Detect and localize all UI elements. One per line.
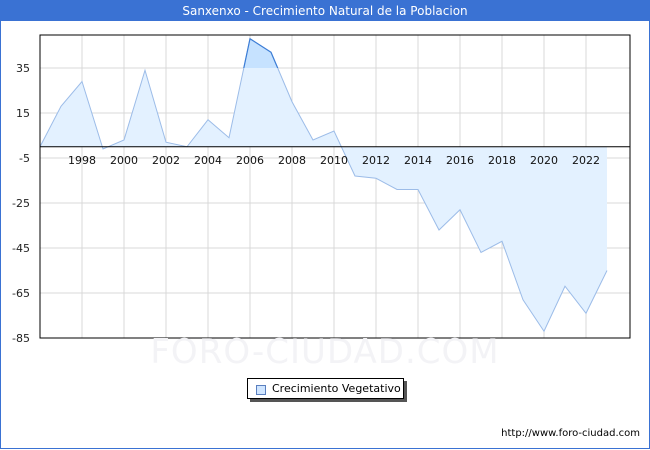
x-tick-label: 2012 — [362, 154, 390, 167]
legend-label: Crecimiento Vegetativo — [272, 382, 401, 395]
y-tick-label: -5 — [19, 152, 30, 165]
x-axis-labels: 1998 2000 2002 2004 2006 2008 2010 2012 2014 2016… — [68, 154, 600, 167]
x-tick-label: 1998 — [68, 154, 96, 167]
y-tick-label: 15 — [16, 107, 30, 120]
y-tick-label: -25 — [12, 197, 30, 210]
x-tick-label: 2018 — [488, 154, 516, 167]
legend: Crecimiento Vegetativo — [247, 378, 404, 399]
source-link[interactable]: http://www.foro-ciudad.com — [501, 428, 640, 439]
watermark: FORO-CIUDAD.COM — [150, 332, 500, 372]
x-tick-label: 2016 — [446, 154, 474, 167]
y-tick-label: -45 — [12, 242, 30, 255]
x-tick-label: 2008 — [278, 154, 306, 167]
x-tick-label: 2014 — [404, 154, 432, 167]
legend-swatch-icon — [256, 385, 266, 395]
y-tick-label: 35 — [16, 62, 30, 75]
x-tick-label: 2004 — [194, 154, 222, 167]
x-tick-label: 2006 — [236, 154, 264, 167]
y-tick-label: -65 — [12, 287, 30, 300]
y-tick-label: -85 — [12, 332, 30, 345]
x-tick-label: 2020 — [530, 154, 558, 167]
x-tick-label: 2010 — [320, 154, 348, 167]
y-axis-labels: 35 15 -5 -25 -45 -65 -85 — [12, 62, 30, 345]
x-tick-label: 2002 — [152, 154, 180, 167]
x-tick-label: 2022 — [572, 154, 600, 167]
x-tick-label: 2000 — [110, 154, 138, 167]
chart-title: Sanxenxo - Crecimiento Natural de la Pob… — [0, 0, 650, 21]
axes — [39, 34, 631, 339]
data-area — [39, 37, 608, 333]
